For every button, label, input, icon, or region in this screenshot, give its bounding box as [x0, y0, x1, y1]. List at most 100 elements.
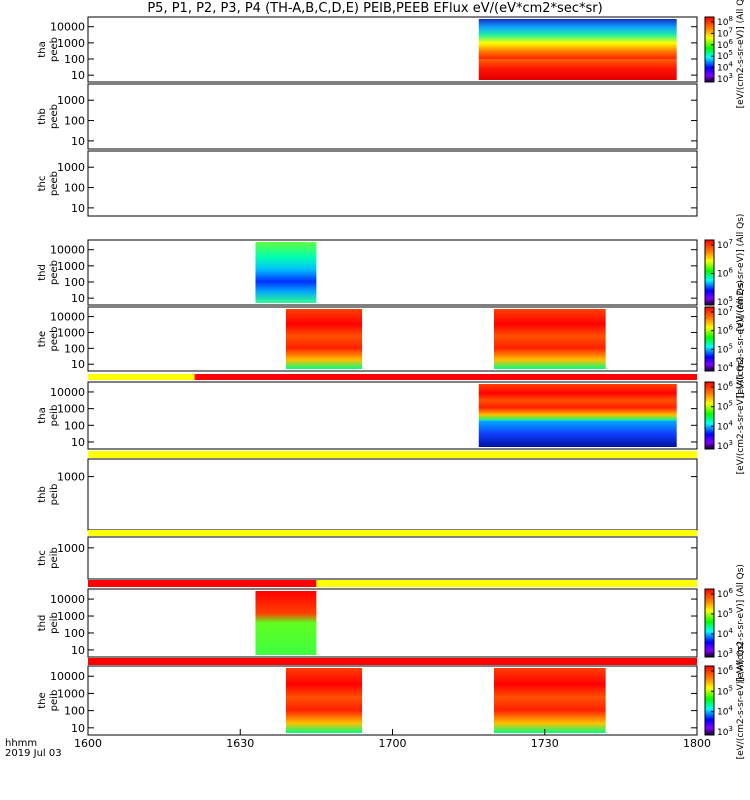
spectrogram-block	[255, 591, 317, 655]
spectrogram-block	[478, 19, 677, 59]
colorbar-tick-label: 106	[717, 324, 733, 337]
spectrogram-block	[494, 309, 606, 369]
panel-thd-peib: 10000 1000 100 10 thd peib 106 105 104 103 [eV/(cm…	[37, 564, 746, 682]
colorbar-tick-label: 105	[717, 342, 733, 355]
panel-thb-peib: 1000 thb peib	[37, 458, 698, 531]
x-tick-label: 1630	[226, 737, 254, 750]
colorbar-tick-label: 106	[717, 664, 733, 677]
panel-tha-peeb: 10000 1000 100 10 tha peeb 108107106105104103[…	[37, 0, 746, 108]
colorbar-tick-label: 105	[717, 400, 733, 413]
y-tick-label: 1000	[57, 37, 85, 50]
colorbar-tick-label: 105	[717, 49, 733, 62]
panel-instrument-label: peeb	[49, 260, 60, 285]
y-tick-label: 1000	[57, 326, 85, 339]
panel-frame	[87, 83, 698, 150]
panel-instrument-label: peib	[49, 612, 60, 634]
status-bar-segment	[88, 658, 697, 665]
panel-probe-label: thc	[37, 176, 48, 192]
panel-tha-peib: 10000 1000 100 10 tha peib 106 105 104 103 [eV/(cm…	[37, 357, 746, 475]
colorbar-tick-label: 105	[717, 607, 733, 620]
status-bar-segment	[316, 580, 697, 587]
y-tick-label: 10000	[50, 386, 85, 399]
panel-thd-peeb: 10000 1000 100 10 thd peeb 107 106 105 [eV/(cm2-s…	[37, 214, 746, 332]
spectrogram-block	[494, 668, 606, 733]
panel-probe-label: thd	[37, 264, 48, 281]
panel-instrument-label: peib	[49, 484, 60, 506]
plot-title: P5, P1, P2, P3, P4 (TH-A,B,C,D,E) PEIB,P…	[147, 1, 603, 16]
colorbar	[704, 16, 715, 83]
spectrogram-block	[478, 58, 677, 80]
colorbar-tick-label: 103	[717, 72, 733, 85]
status-bar-segment	[88, 451, 697, 458]
panel-instrument-label: peeb	[49, 104, 60, 129]
colorbar-tick-label: 103	[717, 647, 733, 660]
x-tick-label: 1730	[531, 737, 559, 750]
colorbar-tick-label: 106	[717, 587, 733, 600]
y-tick-label: 10000	[50, 21, 85, 34]
colorbar	[704, 381, 715, 450]
y-tick-label: 10	[71, 292, 85, 305]
colorbar-tick-label: 107	[717, 26, 733, 39]
panel-instrument-label: peeb	[49, 171, 60, 196]
y-tick-label: 1000	[57, 94, 85, 107]
spectrogram-block	[478, 420, 677, 447]
panel-frame	[87, 381, 698, 450]
y-tick-label: 1000	[57, 471, 85, 484]
y-tick-label: 10	[71, 436, 85, 449]
colorbar	[704, 665, 715, 736]
y-tick-label: 10	[71, 644, 85, 657]
y-tick-label: 100	[64, 419, 85, 432]
colorbar-tick-label: 104	[717, 361, 733, 374]
panel-instrument-label: peib	[49, 690, 60, 712]
status-bar-segment	[88, 530, 697, 536]
panel-frame	[87, 458, 698, 531]
y-tick-label: 10000	[50, 670, 85, 683]
colorbar-tick-label: 103	[717, 725, 733, 738]
x-tick-label: 1700	[379, 737, 407, 750]
y-tick-label: 10	[71, 722, 85, 735]
y-tick-label: 10	[71, 358, 85, 371]
panel-probe-label: tha	[37, 407, 48, 423]
panel-thb-peeb: 1000 100 10 thb peeb	[37, 83, 698, 150]
status-bar-segment	[88, 580, 317, 587]
date-label: 2019 Jul 03	[5, 748, 62, 759]
y-tick-label: 10000	[50, 593, 85, 606]
y-tick-label: 1000	[57, 687, 85, 700]
colorbar-tick-label: 105	[717, 684, 733, 697]
colorbar	[704, 306, 715, 372]
y-tick-label: 100	[64, 115, 85, 128]
y-tick-label: 1000	[57, 403, 85, 416]
y-tick-label: 10	[71, 202, 85, 215]
panel-probe-label: the	[37, 692, 48, 708]
panel-instrument-label: peib	[49, 547, 60, 569]
status-bar-segment	[194, 374, 697, 380]
x-tick-label: 1600	[74, 737, 102, 750]
y-tick-label: 10000	[50, 244, 85, 257]
colorbar	[704, 239, 715, 306]
colorbar	[704, 588, 715, 658]
panel-instrument-label: peib	[49, 405, 60, 427]
time-format-label: hhmm	[5, 738, 38, 749]
colorbar-title: [eV/(cm2-s-sr-eV)] (All Qs)	[736, 280, 746, 398]
y-tick-label: 1000	[57, 161, 85, 174]
y-tick-label: 100	[64, 182, 85, 195]
panel-thc-peeb: 1000 100 10 thc peeb	[37, 150, 698, 217]
y-tick-label: 10	[71, 69, 85, 82]
colorbar-tick-label: 104	[717, 627, 733, 640]
spectrogram-block	[255, 242, 317, 303]
status-bar-segment	[88, 374, 195, 380]
y-tick-label: 1000	[57, 610, 85, 623]
colorbar-tick-label: 107	[717, 305, 733, 318]
panel-instrument-label: peeb	[49, 327, 60, 352]
colorbar-tick-label: 107	[717, 238, 733, 251]
colorbar-tick-label: 105	[717, 295, 733, 308]
colorbar-title: [eV/(cm2-s-sr-eV)] (All Qs)	[736, 564, 746, 682]
colorbar-title: [eV/(cm2-s-sr-eV)] (All Qs)	[736, 357, 746, 475]
spectrogram-block	[285, 668, 363, 733]
panel-frame	[87, 16, 698, 83]
y-tick-label: 10	[71, 135, 85, 148]
y-tick-label: 1000	[57, 260, 85, 273]
y-tick-label: 1000	[57, 542, 85, 555]
panel-probe-label: thb	[37, 108, 48, 125]
colorbar-tick-label: 106	[717, 267, 733, 280]
